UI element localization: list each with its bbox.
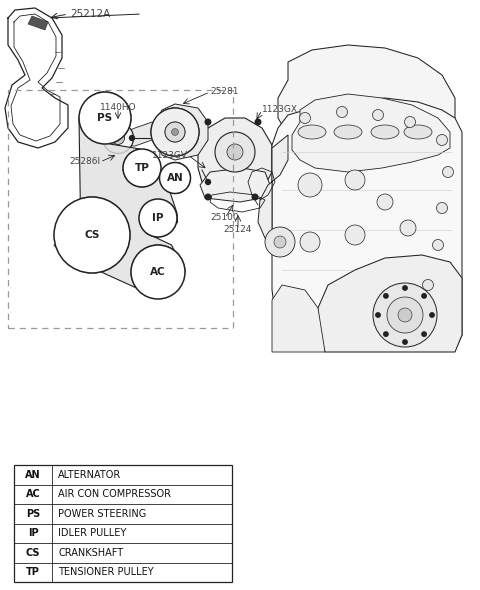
Circle shape (165, 122, 185, 142)
Ellipse shape (298, 125, 326, 139)
Circle shape (131, 245, 185, 299)
Polygon shape (28, 16, 48, 30)
Circle shape (345, 225, 365, 245)
Circle shape (430, 313, 434, 317)
Text: TP: TP (26, 567, 40, 577)
Text: 25100: 25100 (211, 214, 240, 222)
Circle shape (443, 166, 454, 178)
Text: AC: AC (25, 489, 40, 499)
Circle shape (373, 283, 437, 347)
Circle shape (151, 108, 199, 156)
Circle shape (422, 280, 433, 290)
Circle shape (159, 162, 191, 194)
Text: CS: CS (84, 230, 100, 240)
Bar (14, 465, 232, 582)
Circle shape (336, 107, 348, 117)
Ellipse shape (371, 125, 399, 139)
Circle shape (205, 179, 211, 185)
Polygon shape (118, 122, 158, 146)
Circle shape (300, 113, 311, 123)
Circle shape (215, 132, 255, 172)
Circle shape (79, 92, 131, 144)
Ellipse shape (334, 125, 362, 139)
Circle shape (372, 110, 384, 120)
Circle shape (103, 123, 133, 153)
Circle shape (405, 116, 416, 127)
Text: AN: AN (25, 470, 41, 480)
Text: 25281: 25281 (210, 87, 239, 97)
Circle shape (54, 197, 130, 273)
Text: PS: PS (26, 509, 40, 519)
Circle shape (432, 240, 444, 251)
Circle shape (298, 173, 322, 197)
Circle shape (422, 294, 426, 298)
Circle shape (165, 122, 185, 142)
Circle shape (300, 232, 320, 252)
Polygon shape (54, 92, 191, 288)
Polygon shape (272, 285, 325, 352)
Circle shape (376, 313, 380, 317)
Circle shape (205, 119, 211, 125)
Polygon shape (200, 168, 270, 202)
Circle shape (111, 132, 124, 145)
Text: 25212A: 25212A (70, 9, 110, 19)
Circle shape (398, 308, 412, 322)
Polygon shape (155, 104, 208, 160)
Circle shape (436, 135, 447, 146)
Circle shape (274, 236, 286, 248)
Text: 25124: 25124 (224, 225, 252, 234)
Circle shape (400, 220, 416, 236)
Polygon shape (198, 118, 272, 190)
Circle shape (265, 227, 295, 257)
Polygon shape (318, 255, 462, 352)
Circle shape (377, 194, 393, 210)
Text: 1140HO: 1140HO (100, 103, 136, 113)
Circle shape (255, 119, 261, 125)
Circle shape (345, 170, 365, 190)
Text: CS: CS (26, 548, 40, 558)
Bar (8, 90, 233, 328)
Circle shape (171, 129, 179, 136)
Text: IP: IP (152, 213, 164, 223)
Circle shape (384, 332, 388, 336)
Circle shape (422, 332, 426, 336)
Polygon shape (272, 98, 462, 350)
Text: CRANKSHAFT: CRANKSHAFT (58, 548, 123, 558)
Polygon shape (278, 45, 455, 152)
Text: IDLER PULLEY: IDLER PULLEY (58, 528, 126, 538)
Text: IP: IP (28, 528, 38, 538)
Ellipse shape (404, 125, 432, 139)
Circle shape (151, 108, 199, 156)
Circle shape (384, 294, 388, 298)
Polygon shape (292, 94, 450, 172)
Circle shape (205, 194, 211, 200)
Circle shape (227, 144, 243, 160)
Text: 25286I: 25286I (69, 158, 100, 166)
Text: AN: AN (167, 173, 183, 183)
Text: TENSIONER PULLEY: TENSIONER PULLEY (58, 567, 154, 577)
Circle shape (436, 202, 447, 214)
Circle shape (139, 199, 177, 237)
Text: AC: AC (150, 267, 166, 277)
Circle shape (123, 149, 161, 187)
Circle shape (387, 297, 423, 333)
Text: AIR CON COMPRESSOR: AIR CON COMPRESSOR (58, 489, 171, 499)
Text: POWER STEERING: POWER STEERING (58, 509, 146, 519)
Circle shape (403, 340, 407, 344)
Text: 1123GV: 1123GV (152, 150, 188, 159)
Text: PS: PS (97, 113, 113, 123)
Polygon shape (258, 135, 288, 248)
Circle shape (252, 194, 258, 200)
Text: 1123GX: 1123GX (262, 106, 298, 114)
Circle shape (116, 136, 120, 140)
Circle shape (130, 136, 134, 140)
Text: TP: TP (134, 163, 149, 173)
Circle shape (403, 286, 407, 290)
Text: ALTERNATOR: ALTERNATOR (58, 470, 121, 480)
